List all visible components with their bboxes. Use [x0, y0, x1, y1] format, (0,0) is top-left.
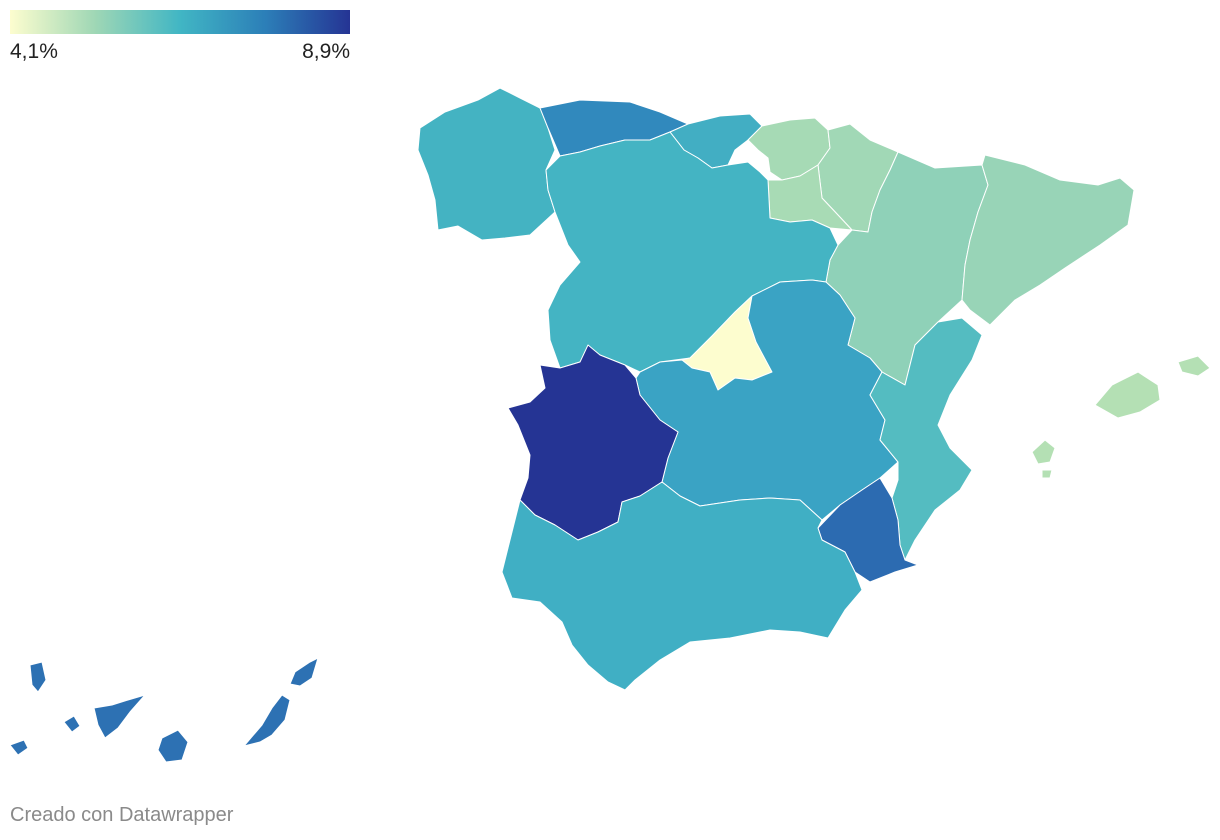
region-canarias[interactable] — [9, 657, 319, 763]
region-cataluna[interactable] — [961, 154, 1135, 326]
region-illes-balears[interactable] — [1031, 355, 1211, 479]
island-la-palma[interactable] — [29, 661, 47, 693]
island-la-gomera[interactable] — [63, 715, 81, 733]
island-gran-canaria[interactable] — [157, 729, 189, 763]
region-murcia[interactable] — [817, 477, 919, 583]
island-formentera[interactable] — [1041, 469, 1053, 479]
region-galicia[interactable] — [417, 87, 556, 241]
island-el-hierro[interactable] — [9, 739, 29, 756]
island-ibiza[interactable] — [1031, 439, 1056, 465]
island-lanzarote[interactable] — [289, 657, 319, 687]
legend-min-label: 4,1% — [10, 40, 58, 63]
datawrapper-credit: Creado con Datawrapper — [10, 804, 234, 826]
color-legend: 4,1% 8,9% — [10, 10, 350, 63]
legend-max-label: 8,9% — [302, 40, 350, 63]
island-menorca[interactable] — [1177, 355, 1211, 377]
island-tenerife[interactable] — [93, 694, 146, 739]
region-andalucia[interactable] — [501, 481, 863, 691]
island-mallorca[interactable] — [1094, 371, 1161, 419]
island-fuerteventura[interactable] — [243, 694, 291, 747]
legend-gradient-bar — [10, 10, 350, 34]
